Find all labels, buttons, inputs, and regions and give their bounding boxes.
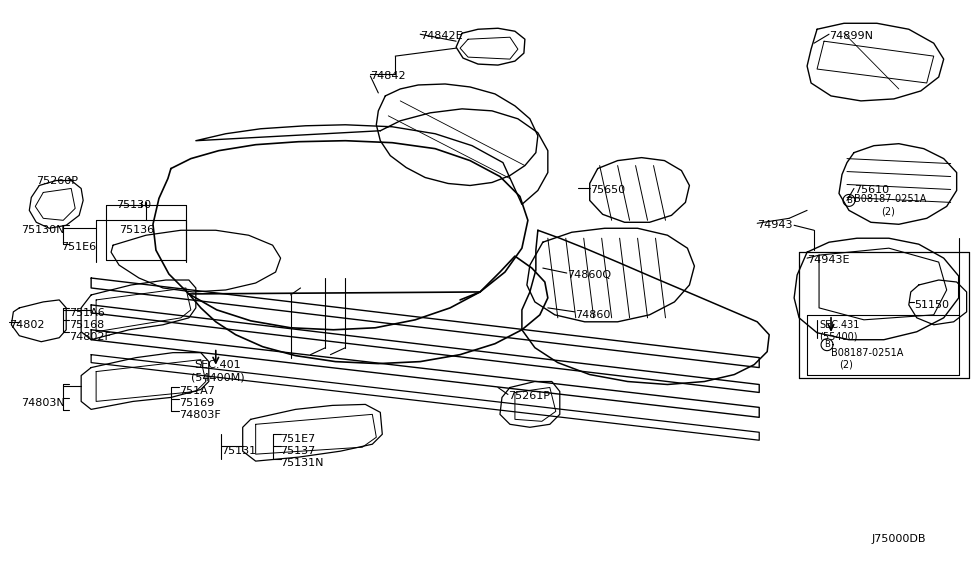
Text: 75131: 75131 — [220, 446, 255, 456]
Polygon shape — [807, 23, 944, 101]
Polygon shape — [376, 84, 538, 186]
Text: 75168: 75168 — [69, 320, 104, 330]
Polygon shape — [196, 109, 548, 204]
Text: 75131N: 75131N — [281, 458, 324, 468]
Polygon shape — [794, 238, 958, 340]
Text: 75130: 75130 — [116, 200, 151, 211]
Polygon shape — [243, 404, 382, 461]
Text: (54400M): (54400M) — [191, 372, 245, 383]
Polygon shape — [111, 230, 281, 292]
Polygon shape — [91, 305, 760, 392]
Text: SEC.431: SEC.431 — [819, 320, 859, 330]
Polygon shape — [522, 230, 769, 384]
Text: 751E7: 751E7 — [281, 434, 316, 444]
Polygon shape — [909, 280, 966, 325]
Text: 74860: 74860 — [574, 310, 610, 320]
Text: (55400): (55400) — [819, 332, 858, 342]
Text: B08187-0251A: B08187-0251A — [831, 348, 904, 358]
Text: 751A7: 751A7 — [178, 387, 214, 397]
Text: 75137: 75137 — [281, 446, 316, 456]
Text: 74803F: 74803F — [178, 410, 220, 421]
Polygon shape — [500, 381, 560, 427]
Polygon shape — [590, 157, 689, 222]
Text: B: B — [846, 196, 852, 205]
Polygon shape — [81, 280, 196, 340]
Text: 74842E: 74842E — [420, 31, 463, 41]
Polygon shape — [12, 300, 66, 342]
Polygon shape — [91, 330, 760, 417]
Text: 74803N: 74803N — [21, 398, 65, 409]
Polygon shape — [839, 144, 956, 224]
Text: (2): (2) — [839, 359, 853, 370]
Text: 74802: 74802 — [10, 320, 45, 330]
Text: 75169: 75169 — [178, 398, 214, 409]
Text: 75261P: 75261P — [508, 392, 550, 401]
Polygon shape — [91, 278, 760, 367]
Text: 75610: 75610 — [854, 186, 889, 195]
Polygon shape — [153, 141, 527, 330]
Text: 74802F: 74802F — [69, 332, 111, 342]
Text: B08187-0251A: B08187-0251A — [854, 195, 926, 204]
Text: 74943E: 74943E — [807, 255, 849, 265]
Polygon shape — [81, 353, 209, 409]
Text: 74943: 74943 — [758, 220, 793, 230]
Text: (2): (2) — [880, 207, 895, 216]
Text: 51150: 51150 — [914, 300, 949, 310]
Polygon shape — [526, 228, 694, 322]
Text: 75260P: 75260P — [36, 175, 78, 186]
Polygon shape — [456, 28, 525, 65]
Text: 74860Q: 74860Q — [566, 270, 611, 280]
Text: 74842: 74842 — [370, 71, 406, 81]
Text: 75650: 75650 — [590, 186, 625, 195]
Text: 75136: 75136 — [119, 225, 154, 235]
Polygon shape — [29, 181, 83, 228]
Polygon shape — [189, 256, 548, 363]
Text: 751A6: 751A6 — [69, 308, 105, 318]
Text: 74899N: 74899N — [829, 31, 873, 41]
Text: 75130N: 75130N — [21, 225, 64, 235]
Text: J75000DB: J75000DB — [872, 534, 926, 544]
Text: SEC.401: SEC.401 — [194, 359, 241, 370]
Text: B: B — [824, 340, 830, 349]
Text: 751E6: 751E6 — [61, 242, 97, 252]
Polygon shape — [91, 355, 760, 440]
